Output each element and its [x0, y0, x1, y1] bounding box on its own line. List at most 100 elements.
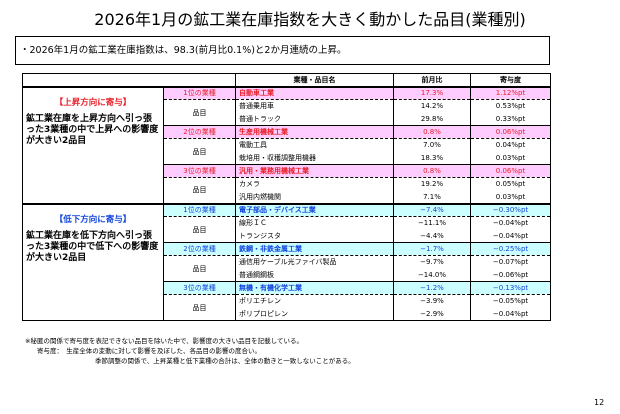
- item-name: 普通トラック: [239, 114, 281, 123]
- item-label: 品目: [163, 138, 236, 165]
- industry-name: 鉄鋼・非鉄金属工業: [235, 242, 394, 256]
- item-name: 通信用ケーブル光ファイバ製品: [239, 258, 337, 267]
- footnote-2: 寄与度： 生産全体の変動に対して影響を及ぼした、各品目の影響の度合い。: [37, 347, 262, 355]
- footnote-1: ※秘匿の関係で寄与度を表記できない品目を除いた中で、影響度の大きい品目を記載して…: [25, 337, 303, 345]
- item-mom: 14.2%: [393, 99, 471, 113]
- item-row: トランジスタ −4.4% −0.04%pt: [23, 229, 551, 243]
- industry-mom: −7.4%: [393, 202, 471, 217]
- industry-row: 【上昇方向に寄与】 鉱工業在庫を上昇方向へ引っ張った3業種の中で上昇への影響度が…: [22, 85, 551, 204]
- item-contrib: 0.33%pt: [470, 112, 551, 126]
- item-contrib: 0.05%pt: [470, 177, 551, 191]
- item-mom: −11.1%: [393, 216, 471, 230]
- item-mom: −9.7%: [393, 255, 471, 269]
- item-label: 品目: [163, 99, 236, 126]
- item-row: 品目 ポリエチレン −3.9% −0.05%pt: [23, 294, 551, 321]
- industry-rank: 1位の業種: [163, 202, 236, 217]
- industry-rank: 2位の業種: [163, 125, 236, 139]
- industry-mom: −1.7%: [393, 242, 471, 256]
- industry-row: 3位の業種 無機・有機化学工業 −1.2% −0.13%pt: [23, 281, 551, 295]
- contribution-table: 業種・品目名 前月比 寄与度 【上昇方向に寄与】 鉱工業在庫を上昇方向へ引っ張っ…: [22, 73, 551, 321]
- item-name: トランジスタ: [239, 231, 281, 240]
- industry-contrib: 0.06%pt: [470, 125, 551, 139]
- item-contrib: −0.04%pt: [470, 307, 551, 321]
- header-contrib: 寄与度: [470, 73, 551, 87]
- industry-contrib: −0.30%pt: [470, 202, 551, 217]
- industry-name: 生産用機械工業: [235, 125, 394, 139]
- industry-rank: 1位の業種: [163, 85, 236, 100]
- up-section-label: 【上昇方向に寄与】 鉱工業在庫を上昇方向へ引っ張った3業種の中で上昇への影響度が…: [22, 85, 164, 204]
- item-row: 品目 普通乗用車 14.2% 0.53%pt: [23, 99, 551, 126]
- down-description: 鉱工業在庫を低下方向へ引っ張った3業種の中で低下への影響度が大きい2品目: [26, 230, 159, 263]
- item-row: 品目 線形ＩＣ −11.1% −0.04%pt: [23, 216, 551, 243]
- item-row: ポリプロピレン −2.9% −0.04%pt: [23, 307, 551, 321]
- item-label: 品目: [163, 294, 236, 321]
- item-row: 品目 通信用ケーブル光ファイバ製品 −9.7% −0.07%pt: [23, 255, 551, 282]
- industry-rank: 2位の業種: [163, 242, 236, 256]
- up-description: 鉱工業在庫を上昇方向へ引っ張った3業種の中で上昇への影響度が大きい2品目: [26, 113, 159, 146]
- item-mom: 7.1%: [393, 190, 471, 204]
- up-label: 【上昇方向に寄与】: [54, 97, 132, 108]
- item-mom: −14.0%: [393, 268, 471, 282]
- page-number: 12: [594, 398, 605, 407]
- item-name: 普通鋼鋼板: [239, 270, 274, 279]
- industry-name: 電子部品・デバイス工業: [235, 202, 394, 217]
- item-row: 品目 カメラ 19.2% 0.05%pt: [23, 177, 551, 204]
- industry-name: 無機・有機化学工業: [235, 281, 394, 295]
- item-contrib: −0.04%pt: [470, 216, 551, 230]
- item-label: 品目: [163, 177, 236, 204]
- table-header-row: 業種・品目名 前月比 寄与度: [22, 73, 551, 87]
- item-mom: −2.9%: [393, 307, 471, 321]
- industry-row: 2位の業種 生産用機械工業 0.8% 0.06%pt: [23, 125, 551, 139]
- item-mom: 18.3%: [393, 151, 471, 165]
- item-contrib: −0.06%pt: [470, 268, 551, 282]
- item-contrib: 0.03%pt: [470, 151, 551, 165]
- item-name: 電動工具: [239, 141, 267, 150]
- item-name: 栽培用・収穫調整用機器: [239, 153, 316, 162]
- item-mom: 29.8%: [393, 112, 471, 126]
- item-row: 普通トラック 29.8% 0.33%pt: [23, 112, 551, 126]
- item-contrib: −0.07%pt: [470, 255, 551, 269]
- industry-name: 汎用・業務用機械工業: [235, 164, 394, 178]
- header-mom: 前月比: [393, 73, 471, 87]
- item-name: 汎用内燃機関: [239, 192, 281, 201]
- page-title: 2026年1月の鉱工業在庫指数を大きく動かした品目(業種別): [94, 10, 526, 29]
- footnote-3: 季節調整の関係で、上昇業種と低下業種の合計は、全体の動きと一致しないことがある。: [95, 357, 355, 365]
- summary-box: ・2026年1月の鉱工業在庫指数は、98.3(前月比0.1%)と2か月連続の上昇…: [15, 36, 550, 65]
- industry-contrib: −0.25%pt: [470, 242, 551, 256]
- item-contrib: 0.04%pt: [470, 138, 551, 152]
- item-mom: 19.2%: [393, 177, 471, 191]
- industry-contrib: −0.13%pt: [470, 281, 551, 295]
- item-row: 普通鋼鋼板 −14.0% −0.06%pt: [23, 268, 551, 282]
- item-mom: 7.0%: [393, 138, 471, 152]
- item-contrib: 0.03%pt: [470, 190, 551, 204]
- industry-contrib: 1.12%pt: [470, 85, 551, 100]
- down-label: 【低下方向に寄与】: [54, 214, 132, 225]
- industry-mom: 0.8%: [393, 164, 471, 178]
- item-mom: −3.9%: [393, 294, 471, 308]
- item-name: 普通乗用車: [239, 102, 274, 111]
- item-name: ポリプロピレン: [235, 307, 394, 321]
- industry-contrib: 0.06%pt: [470, 164, 551, 178]
- industry-row: 2位の業種 鉄鋼・非鉄金属工業 −1.7% −0.25%pt: [23, 242, 551, 256]
- industry-mom: −1.2%: [393, 281, 471, 295]
- industry-mom: 0.8%: [393, 125, 471, 139]
- down-section-label: 【低下方向に寄与】 鉱工業在庫を低下方向へ引っ張った3業種の中で低下への影響度が…: [22, 202, 164, 321]
- industry-rank: 3位の業種: [163, 164, 236, 178]
- industry-mom: 17.3%: [393, 85, 471, 100]
- industry-rank: 3位の業種: [163, 281, 236, 295]
- header-blank: [22, 73, 236, 87]
- item-row: 栽培用・収穫調整用機器 18.3% 0.03%pt: [23, 151, 551, 165]
- item-row: 汎用内燃機関 7.1% 0.03%pt: [23, 190, 551, 204]
- item-mom: −4.4%: [393, 229, 471, 243]
- item-contrib: 0.53%pt: [470, 99, 551, 113]
- item-name: ポリエチレン: [239, 297, 281, 306]
- item-name: 線形ＩＣ: [239, 219, 267, 228]
- item-label: 品目: [163, 216, 236, 243]
- header-name: 業種・品目名: [235, 73, 394, 87]
- item-label: 品目: [163, 255, 236, 282]
- item-contrib: −0.04%pt: [470, 229, 551, 243]
- footnotes: ※秘匿の関係で寄与度を表記できない品目を除いた中で、影響度の大きい品目を記載して…: [25, 336, 355, 366]
- item-contrib: −0.05%pt: [470, 294, 551, 308]
- industry-name: 自動車工業: [235, 85, 394, 100]
- industry-row: 【低下方向に寄与】 鉱工業在庫を低下方向へ引っ張った3業種の中で低下への影響度が…: [22, 202, 551, 321]
